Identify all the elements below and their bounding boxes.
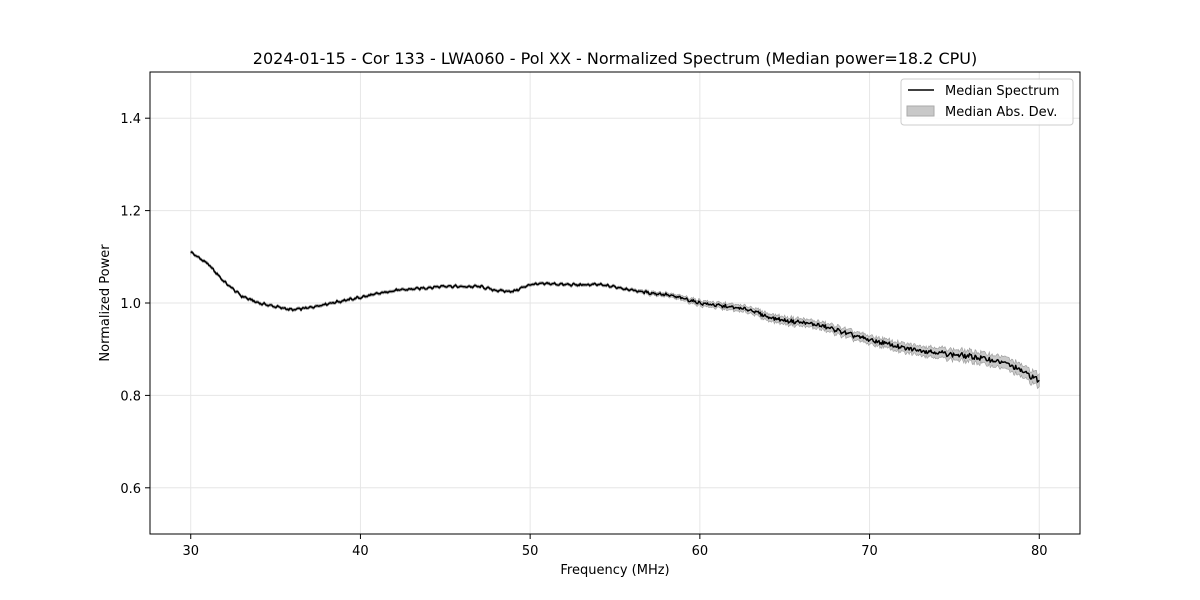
x-tick-label: 70 — [861, 544, 878, 559]
x-axis-label: Frequency (MHz) — [560, 563, 669, 578]
x-tick-label: 30 — [182, 544, 199, 559]
median-spectrum-line — [190, 251, 1040, 383]
median-line-layer — [190, 251, 1040, 383]
legend: Median Spectrum Median Abs. Dev. — [900, 78, 1074, 126]
x-tick-label: 40 — [352, 544, 369, 559]
x-tick-label: 50 — [522, 544, 539, 559]
x-tick-label: 60 — [692, 544, 709, 559]
y-axis-label: Normalized Power — [98, 244, 113, 362]
median-abs-dev-band — [190, 250, 1040, 390]
mad-band-layer — [190, 250, 1040, 390]
legend-label-median-spectrum: Median Spectrum — [945, 84, 1059, 99]
y-tick-label: 0.6 — [120, 482, 141, 497]
y-axis-ticks: 0.6 0.8 1.0 1.2 1.4 — [120, 112, 150, 497]
x-axis-ticks: 30 40 50 60 70 80 — [182, 534, 1048, 559]
legend-band-swatch — [906, 105, 935, 117]
y-tick-label: 1.0 — [120, 297, 141, 312]
y-tick-label: 1.4 — [120, 112, 141, 127]
legend-label-mad: Median Abs. Dev. — [945, 105, 1057, 120]
y-tick-label: 0.8 — [120, 389, 141, 404]
chart-title: 2024-01-15 - Cor 133 - LWA060 - Pol XX -… — [253, 49, 977, 68]
x-tick-label: 80 — [1031, 544, 1048, 559]
legend-box — [900, 78, 1074, 126]
y-tick-label: 1.2 — [120, 205, 141, 220]
